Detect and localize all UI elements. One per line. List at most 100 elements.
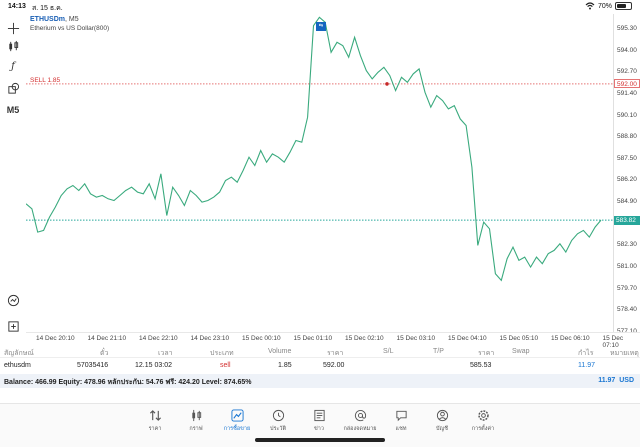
price-axis: 595.30 594.00 592.70 591.40 590.10 588.80 587.… [614, 14, 640, 335]
balance-bar: Balance: 466.99 Equity: 478.96 หลักประกั… [0, 374, 640, 388]
status-date: ส. 15 ธ.ค. [32, 5, 63, 12]
news-icon [313, 409, 325, 422]
time-tick-label: 15 Dec 06:10 [551, 335, 590, 342]
balance-total-value: 11.97 [598, 377, 616, 384]
chat-icon [395, 410, 407, 422]
crosshair-tool-button[interactable] [5, 20, 21, 36]
symbol-name: ETHUSDm [30, 16, 66, 23]
time-tick-label: 15 Dec 04:10 [448, 335, 487, 342]
time-axis: 14 Dec 20:10 14 Dec 21:10 14 Dec 22:10 14 D… [26, 332, 640, 349]
wifi-icon [585, 2, 595, 10]
column-header[interactable]: เวลา [158, 350, 173, 357]
battery-percent: 70% [597, 2, 612, 10]
price-tick-label: 592.70 [617, 68, 637, 76]
time-tick-label: 15 Dec 03:10 [396, 335, 436, 342]
cell-volume: 1.85 [278, 362, 292, 369]
gauge-icon [7, 294, 19, 306]
column-header[interactable]: Swap [512, 348, 530, 355]
chart-symbol: ETHUSDm, M5 [30, 16, 79, 23]
timeframe-button[interactable]: M5 [5, 102, 21, 118]
balance-summary: Balance: 466.99 Equity: 478.96 หลักประกั… [4, 379, 252, 386]
sell-price-tag: 592.00 [614, 79, 640, 89]
chart-type-button[interactable] [5, 38, 21, 54]
nav-item[interactable]: กราฟ [174, 409, 218, 433]
cell-time: 12.15 03:02 [135, 362, 172, 369]
add-order-icon [7, 320, 19, 332]
time-tick-label: 14 Dec 23:10 [190, 335, 230, 342]
time-tick-label: 14 Dec 21:10 [87, 335, 127, 342]
column-header[interactable]: ราคา [478, 350, 495, 357]
time-tick-label: 15 Dec 02:10 [345, 335, 384, 342]
nav-item[interactable]: ราคา [133, 409, 177, 433]
price-tick-label: 584.90 [617, 198, 637, 206]
column-header[interactable]: กำไร [578, 350, 594, 357]
price-tick-label: 588.80 [617, 133, 637, 141]
crosshair-icon [7, 22, 19, 34]
chart-toolbar: ƒ M5 [0, 14, 26, 339]
column-header[interactable]: ประเภท [210, 350, 234, 357]
nav-label: กราฟ [189, 426, 203, 432]
analytics-button[interactable] [5, 292, 21, 308]
positions-table: สัญลักษณ์ ตั๋ว เวลา ประเภท Volume ราคา S/L T/P ร… [0, 344, 640, 374]
price-tick-label: 577.10 [617, 328, 637, 335]
price-tick-label: 595.30 [617, 24, 637, 32]
status-time: 14:13 [8, 3, 26, 10]
nav-label: ราคา [148, 426, 162, 432]
symbol-description: Etherium vs US Dollar(800) [30, 25, 110, 32]
candlestick-icon [8, 40, 18, 51]
cell-ticket: 57035416 [77, 362, 109, 369]
price-chart[interactable]: ETHUSDm, M5 Etherium vs US Dollar(800) ⇆… [26, 14, 614, 332]
nav-label: แชท [395, 426, 407, 432]
quotes-icon [149, 410, 161, 421]
chart-plot[interactable] [26, 14, 614, 332]
battery-fill [617, 4, 627, 8]
nav-item[interactable]: กล่องจดหมาย [338, 409, 382, 433]
time-tick-label: 15 Dec 05:10 [499, 335, 539, 342]
column-header[interactable]: T/P [433, 348, 444, 355]
column-header[interactable]: สัญลักษณ์ [4, 350, 34, 357]
price-tick-label: 582.30 [617, 241, 637, 249]
mailbox-icon [354, 410, 366, 422]
bid-price-tag: 583.82 [614, 215, 640, 225]
nav-label: กล่องจดหมาย [343, 426, 377, 432]
new-order-button[interactable] [5, 318, 21, 334]
history-icon [272, 409, 284, 422]
battery-icon [615, 2, 632, 10]
nav-item[interactable]: การตั้งค่า [461, 409, 505, 433]
nav-label: ประวัติ [269, 426, 287, 432]
entry-marker [385, 82, 389, 86]
nav-item[interactable]: การซื้อขาย [215, 409, 259, 433]
price-tick-label: 591.40 [617, 89, 637, 97]
nav-item[interactable]: แชท [379, 409, 423, 433]
indicators-button[interactable]: ƒ [5, 58, 21, 74]
status-right: 70% [585, 2, 632, 10]
objects-button[interactable] [5, 80, 21, 96]
trade-icon [230, 409, 244, 422]
time-tick-label: 15 Dec 01:10 [293, 335, 333, 342]
cell-profit: 11.97 [578, 362, 595, 369]
column-header[interactable]: ตั๋ว [100, 350, 109, 357]
cell-symbol: ethusdm [4, 362, 31, 369]
column-header[interactable]: S/L [383, 348, 394, 355]
shapes-icon [7, 82, 19, 94]
time-tick-label: 14 Dec 22:10 [139, 335, 178, 342]
balance-currency: USD [619, 377, 634, 384]
price-tick-label: 587.50 [617, 154, 637, 162]
column-header[interactable]: หมายเหตุ [610, 350, 639, 357]
symbol-timeframe: M5 [68, 16, 79, 23]
price-tick-label: 581.00 [617, 263, 637, 271]
price-tick-label: 579.70 [617, 284, 637, 292]
nav-label: ข่าว [314, 426, 324, 432]
one-click-trading-button[interactable]: ⇆ [316, 22, 326, 31]
nav-item[interactable]: ประวัติ [256, 409, 300, 433]
price-tick-label: 594.00 [617, 46, 637, 54]
table-row[interactable]: ethusdm 57035416 12.15 03:02 sell 1.85 5… [0, 358, 640, 374]
nav-item[interactable]: บัญชี [420, 409, 464, 433]
price-tick-label: 586.20 [617, 176, 637, 184]
time-tick-label: 15 Dec 07:10 [602, 335, 624, 349]
time-tick-label: 15 Dec 00:10 [242, 335, 281, 342]
column-header[interactable]: ราคา [327, 350, 344, 357]
nav-item[interactable]: ข่าว [297, 409, 341, 433]
column-header[interactable]: Volume [268, 348, 292, 355]
chart-icon [191, 409, 201, 422]
